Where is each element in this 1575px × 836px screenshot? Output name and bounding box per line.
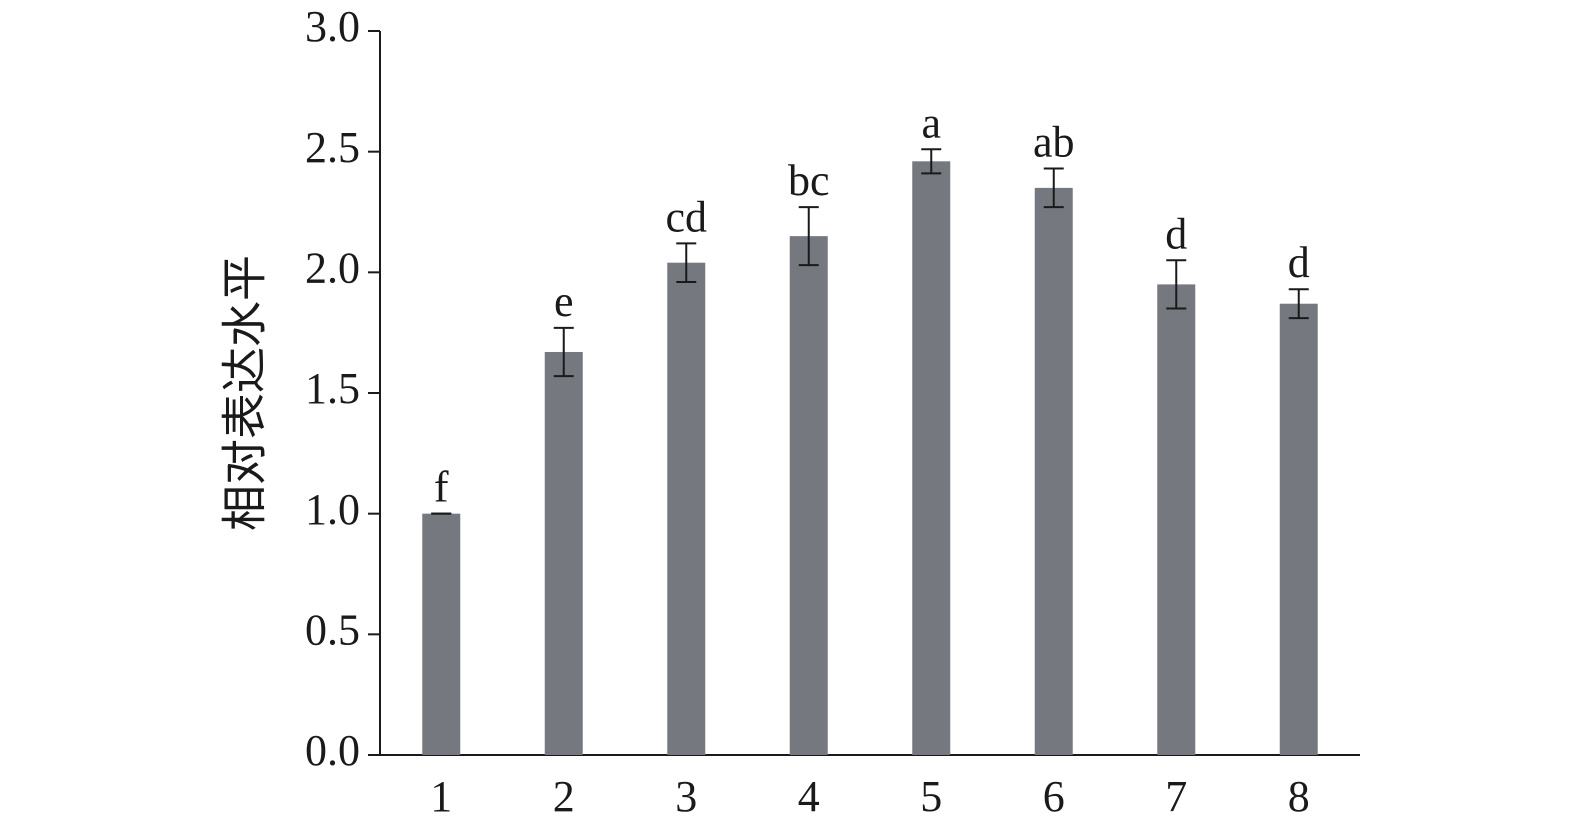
x-tick-label: 7 <box>1165 772 1187 821</box>
bar <box>1279 303 1318 755</box>
error-bar <box>1166 259 1187 310</box>
annotation: bc <box>788 156 830 205</box>
annotation: d <box>1288 238 1310 287</box>
bar <box>912 161 951 755</box>
y-tick-label: 1.5 <box>305 364 360 413</box>
x-tick-label: 2 <box>553 772 575 821</box>
x-tick-label: 3 <box>675 772 697 821</box>
annotation: cd <box>665 192 707 241</box>
error-bar <box>921 148 942 175</box>
annotation: ab <box>1033 118 1075 167</box>
annotation: f <box>434 463 449 512</box>
bar <box>1157 284 1196 755</box>
bar <box>422 513 461 755</box>
x-tick-label: 5 <box>920 772 942 821</box>
error-bar <box>676 242 697 283</box>
error-bar <box>1288 288 1309 320</box>
bar <box>667 262 706 755</box>
error-bar <box>553 326 574 378</box>
bar <box>544 351 583 755</box>
y-tick-label: 1.0 <box>305 485 360 534</box>
annotation: e <box>554 277 574 326</box>
y-tick-label: 2.0 <box>305 243 360 292</box>
x-tick-label: 6 <box>1043 772 1065 821</box>
y-axis-label: 相对表达水平 <box>220 255 271 531</box>
y-tick-label: 0.5 <box>305 605 360 654</box>
x-tick-label: 4 <box>798 772 820 821</box>
x-tick-label: 1 <box>430 772 452 821</box>
annotation: d <box>1165 209 1187 258</box>
error-bar <box>1043 167 1064 209</box>
bar <box>1034 187 1073 755</box>
error-bar <box>798 206 819 267</box>
y-tick-label: 0.0 <box>305 726 360 775</box>
x-tick-label: 8 <box>1288 772 1310 821</box>
bar <box>789 236 828 756</box>
y-tick-label: 2.5 <box>305 123 360 172</box>
annotation: a <box>921 98 941 147</box>
y-tick-label: 3.0 <box>305 2 360 51</box>
